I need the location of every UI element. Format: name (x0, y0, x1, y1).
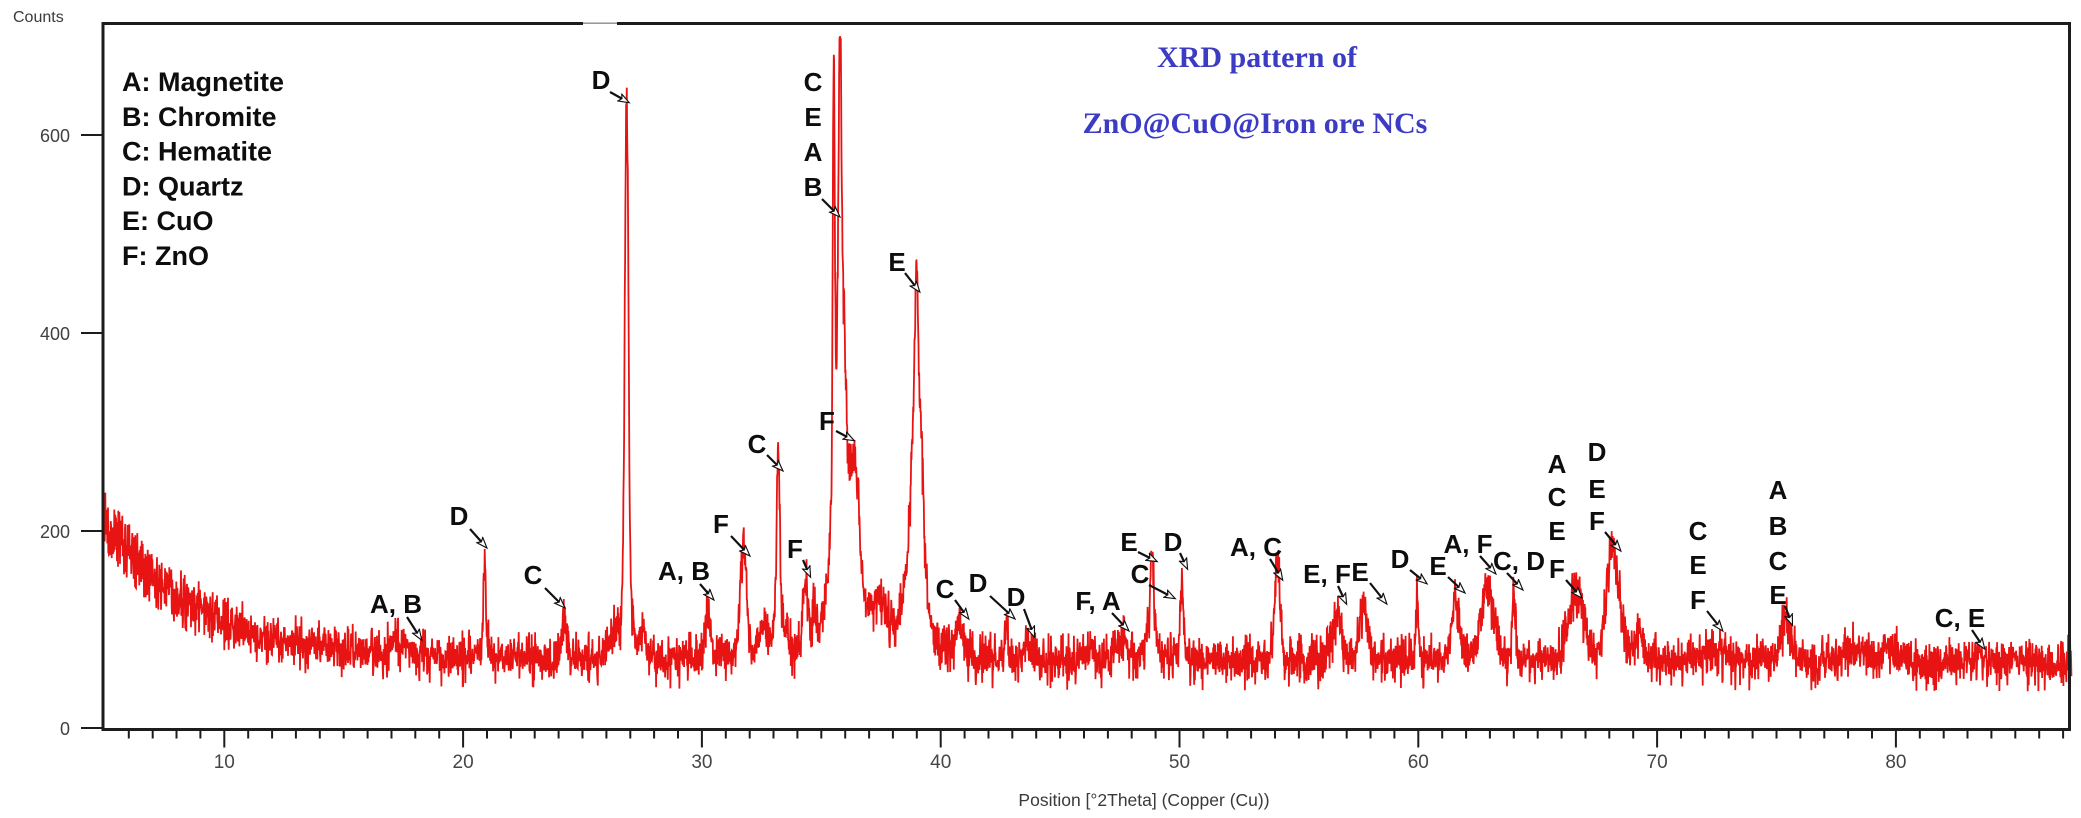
svg-text:D: D (1391, 544, 1410, 574)
svg-text:E: E (1689, 550, 1706, 580)
svg-text:30: 30 (691, 752, 712, 773)
svg-text:A: A (1769, 475, 1788, 505)
svg-text:C: C (1769, 546, 1788, 576)
svg-text:E: E (1120, 527, 1137, 557)
svg-text:C: C (1131, 559, 1150, 589)
svg-text:E: E (1548, 516, 1565, 546)
svg-text:F: F (819, 406, 835, 436)
svg-text:600: 600 (40, 126, 70, 146)
svg-text:A, C: A, C (1230, 532, 1282, 562)
svg-text:80: 80 (1885, 752, 1906, 773)
svg-text:C, E: C, E (1935, 603, 1986, 633)
svg-text:C, D: C, D (1493, 546, 1545, 576)
svg-text:70: 70 (1647, 752, 1668, 773)
svg-text:F: ZnO: F: ZnO (122, 241, 209, 271)
svg-text:60: 60 (1408, 752, 1429, 773)
svg-text:E: E (1769, 580, 1786, 610)
svg-text:200: 200 (40, 522, 70, 542)
svg-text:A, B: A, B (370, 589, 422, 619)
svg-text:D: D (1164, 527, 1183, 557)
svg-text:400: 400 (40, 324, 70, 344)
svg-text:C: C (524, 560, 543, 590)
svg-text:40: 40 (930, 752, 951, 773)
svg-text:D: D (969, 568, 988, 598)
svg-text:B: B (804, 172, 823, 202)
svg-text:D: D (450, 501, 469, 531)
svg-text:D: D (1588, 437, 1607, 467)
svg-text:E, F: E, F (1303, 559, 1351, 589)
svg-text:C: Hematite: C: Hematite (122, 137, 272, 167)
svg-text:XRD pattern of: XRD pattern of (1157, 41, 1358, 74)
svg-text:10: 10 (214, 752, 235, 773)
svg-text:F, A: F, A (1075, 586, 1120, 616)
svg-text:C: C (1548, 482, 1567, 512)
svg-text:E: E (804, 102, 821, 132)
svg-text:Counts: Counts (13, 9, 64, 26)
svg-text:D: Quartz: D: Quartz (122, 171, 244, 201)
svg-text:50: 50 (1169, 752, 1190, 773)
svg-text:A, F: A, F (1443, 529, 1492, 559)
svg-text:D: D (1007, 582, 1026, 612)
svg-text:F: F (1589, 506, 1605, 536)
svg-text:B: Chromite: B: Chromite (122, 102, 277, 132)
svg-text:ZnO@CuO@Iron ore NCs: ZnO@CuO@Iron ore NCs (1083, 107, 1428, 140)
svg-text:A: A (1548, 449, 1567, 479)
svg-text:D: D (592, 65, 611, 95)
svg-text:A, B: A, B (658, 556, 710, 586)
svg-text:E: E (1351, 557, 1368, 587)
svg-text:A: A (804, 137, 823, 167)
svg-text:Position [°2Theta] (Copper (Cu: Position [°2Theta] (Copper (Cu)) (1018, 790, 1269, 810)
svg-text:E: E (1588, 474, 1605, 504)
svg-text:A: Magnetite: A: Magnetite (122, 67, 284, 97)
svg-text:C: C (936, 574, 955, 604)
svg-text:E: CuO: E: CuO (122, 206, 214, 236)
svg-text:20: 20 (453, 752, 474, 773)
svg-text:0: 0 (60, 719, 70, 739)
svg-text:E: E (888, 247, 905, 277)
svg-text:C: C (1689, 516, 1708, 546)
svg-text:F: F (1549, 554, 1565, 584)
svg-text:C: C (804, 67, 823, 97)
svg-text:C: C (748, 429, 767, 459)
svg-text:E: E (1429, 551, 1446, 581)
svg-text:F: F (787, 534, 803, 564)
svg-text:F: F (1690, 585, 1706, 615)
svg-text:B: B (1769, 511, 1788, 541)
svg-text:F: F (713, 509, 729, 539)
